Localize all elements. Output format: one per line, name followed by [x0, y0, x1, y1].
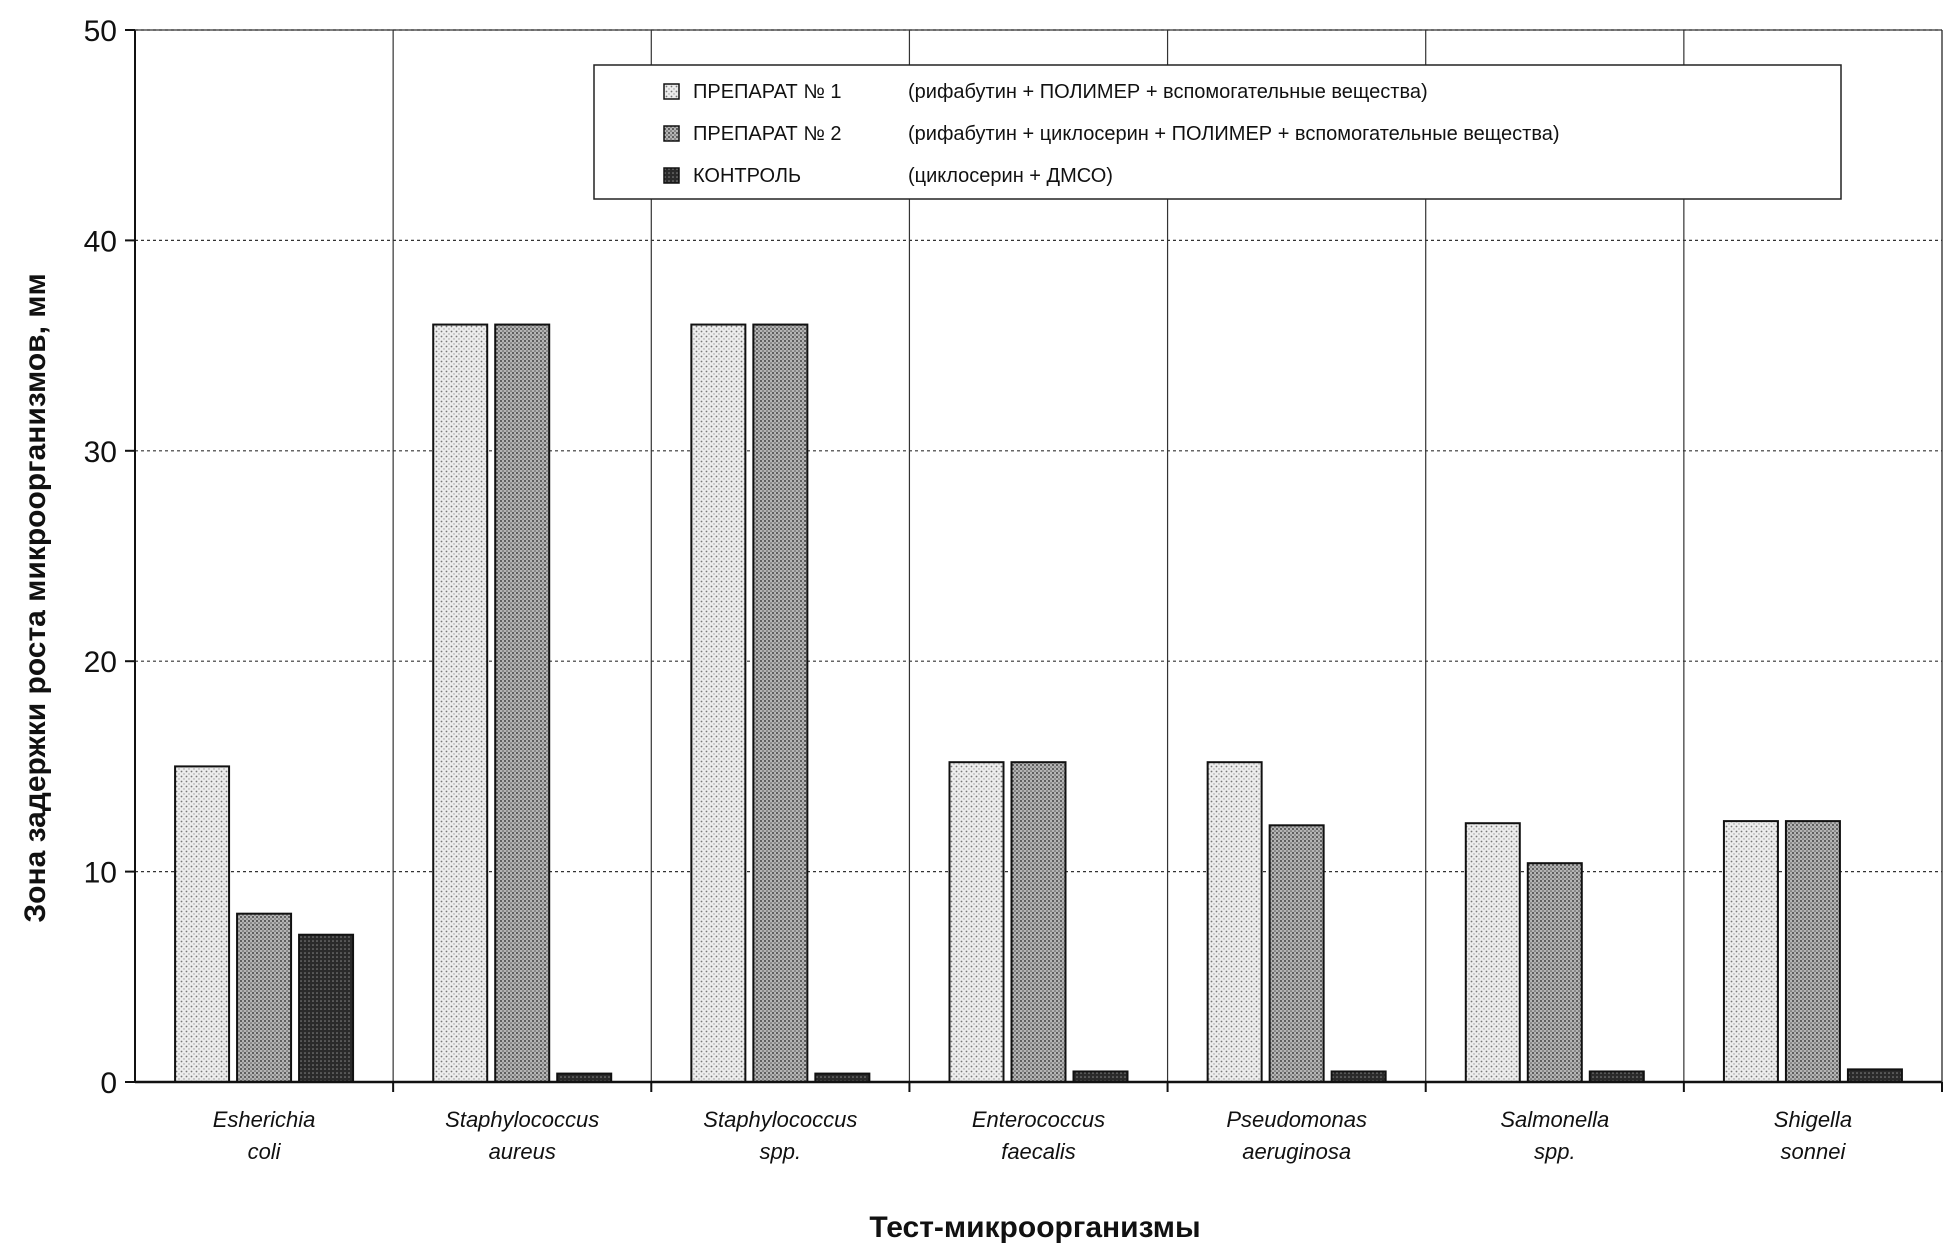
- bar-series-1: [174, 765, 231, 1084]
- legend-series-name: ПРЕПАРАТ № 2: [693, 123, 841, 145]
- y-tick-label: 30: [84, 436, 117, 469]
- x-category-label: Esherichia: [213, 1107, 316, 1132]
- y-axis-title: Зона задержки роста микроорганизмов, мм: [19, 273, 52, 922]
- legend-series-desc: (рифабутин + ПОЛИМЕР + вспомогательные в…: [908, 81, 1428, 103]
- legend-box: [593, 64, 1842, 200]
- x-category-label: sonnei: [1781, 1139, 1847, 1164]
- bar-series-2: [236, 912, 293, 1083]
- legend-series-desc: (рифабутин + циклосерин + ПОЛИМЕР + вспо…: [908, 123, 1560, 145]
- bar-series-3: [1846, 1068, 1903, 1083]
- x-category-label: aureus: [489, 1139, 556, 1164]
- legend-swatch-1: [663, 83, 680, 100]
- bar-series-1: [1206, 761, 1263, 1084]
- legend-series-name: КОНТРОЛЬ: [693, 165, 801, 187]
- x-category-label: Staphylococcus: [703, 1107, 857, 1132]
- bar-series-3: [556, 1072, 613, 1083]
- bar-series-1: [1722, 820, 1779, 1083]
- bar-series-3: [1330, 1070, 1387, 1083]
- bar-series-2: [1010, 761, 1067, 1084]
- bar-series-1: [432, 323, 489, 1083]
- bar-series-3: [1072, 1070, 1129, 1083]
- bars: [174, 323, 1903, 1084]
- legend-series-name: ПРЕПАРАТ № 1: [693, 81, 841, 103]
- bar-series-3: [298, 933, 355, 1083]
- legend-swatch-3: [663, 167, 680, 184]
- bar-series-1: [948, 761, 1005, 1084]
- y-tick-label: 50: [84, 15, 117, 48]
- y-tick-label: 20: [84, 646, 117, 679]
- bar-series-2: [494, 323, 551, 1083]
- bar-series-1: [690, 323, 747, 1083]
- bar-series-3: [1588, 1070, 1645, 1083]
- y-tick-label: 10: [84, 857, 117, 890]
- bar-series-2: [752, 323, 809, 1083]
- y-tick-label: 0: [100, 1067, 117, 1100]
- axis-labels: 0 10 20 30 40 50 Esherichia coli Staphylococcus a…: [84, 15, 1852, 1164]
- x-category-label: Staphylococcus: [445, 1107, 599, 1132]
- x-axis-title: Тест-микроорганизмы: [869, 1211, 1200, 1244]
- bar-series-2: [1268, 824, 1325, 1083]
- bar-series-3: [814, 1072, 871, 1083]
- x-category-label: spp.: [760, 1139, 802, 1164]
- x-category-label: coli: [248, 1139, 282, 1164]
- bar-series-1: [1464, 822, 1521, 1083]
- x-category-label: Enterococcus: [972, 1107, 1105, 1132]
- x-category-label: spp.: [1534, 1139, 1576, 1164]
- y-tick-label: 40: [84, 225, 117, 258]
- bar-series-2: [1526, 862, 1583, 1084]
- legend-series-desc: (циклосерин + ДМСО): [908, 165, 1113, 187]
- bar-series-2: [1784, 820, 1841, 1083]
- axes: [125, 29, 1943, 1092]
- x-category-label: faecalis: [1001, 1139, 1076, 1164]
- legend-swatch-2: [663, 125, 680, 142]
- legend: ПРЕПАРАТ № 1 (рифабутин + ПОЛИМЕР + вспом…: [593, 64, 1842, 200]
- x-category-label: Pseudomonas: [1226, 1107, 1367, 1132]
- x-category-label: Shigella: [1774, 1107, 1852, 1132]
- x-category-label: Salmonella: [1500, 1107, 1609, 1132]
- x-category-label: aeruginosa: [1242, 1139, 1351, 1164]
